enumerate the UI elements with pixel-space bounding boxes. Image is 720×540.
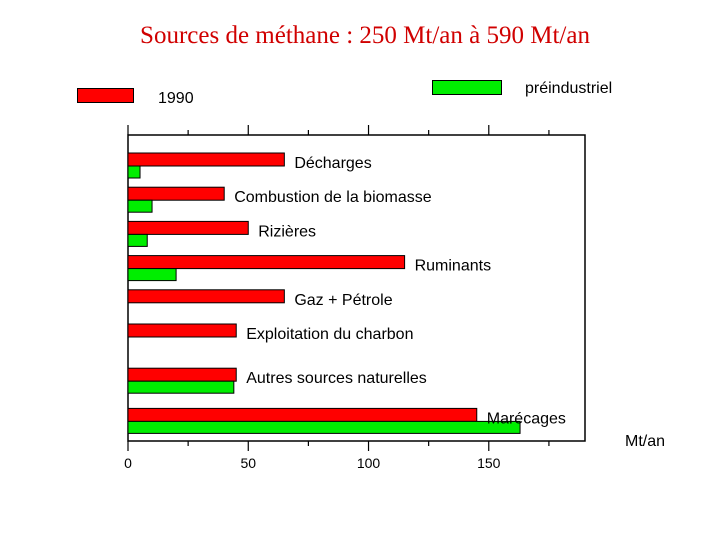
bar-1990-5 [127, 323, 237, 338]
bar-1990-3 [127, 255, 406, 270]
x-tick-label-2: 100 [357, 455, 381, 471]
category-label-5: Exploitation du charbon [246, 326, 413, 343]
category-label-3: Ruminants [415, 258, 491, 275]
legend-label-preindustriel: préindustriel [525, 80, 613, 97]
bar-preindustriel-3 [127, 268, 177, 282]
category-label-2: Rizières [258, 223, 316, 240]
bar-preindustriel-0 [127, 165, 141, 179]
bar-preindustriel-7 [127, 420, 521, 434]
x-tick-label-3: 150 [477, 455, 501, 471]
category-label-6: Autres sources naturelles [246, 370, 427, 387]
chart-title: Sources de méthane : 250 Mt/an à 590 Mt/… [140, 22, 590, 49]
x-tick-label-0: 0 [124, 455, 132, 471]
x-tick-label-1: 50 [240, 455, 256, 471]
category-label-7: Marécages [487, 410, 566, 427]
category-label-1: Combustion de la biomasse [234, 189, 432, 206]
category-label-0: Décharges [294, 155, 371, 172]
bar-1990-6 [127, 367, 237, 382]
bar-preindustriel-2 [127, 233, 148, 247]
bar-preindustriel-6 [127, 380, 235, 394]
bar-1990-2 [127, 220, 249, 235]
x-axis-unit: Mt/an [625, 433, 665, 450]
bar-1990-7 [127, 407, 478, 422]
bar-1990-1 [127, 186, 225, 201]
bar-1990-0 [127, 152, 285, 167]
category-label-4: Gaz + Pétrole [294, 292, 392, 309]
bar-1990-4 [127, 289, 285, 304]
bar-preindustriel-1 [127, 199, 153, 213]
plot-frame [127, 134, 586, 442]
legend-label-1990: 1990 [158, 90, 194, 107]
legend-swatch-preindustriel [432, 80, 502, 95]
legend-swatch-1990 [77, 88, 134, 103]
